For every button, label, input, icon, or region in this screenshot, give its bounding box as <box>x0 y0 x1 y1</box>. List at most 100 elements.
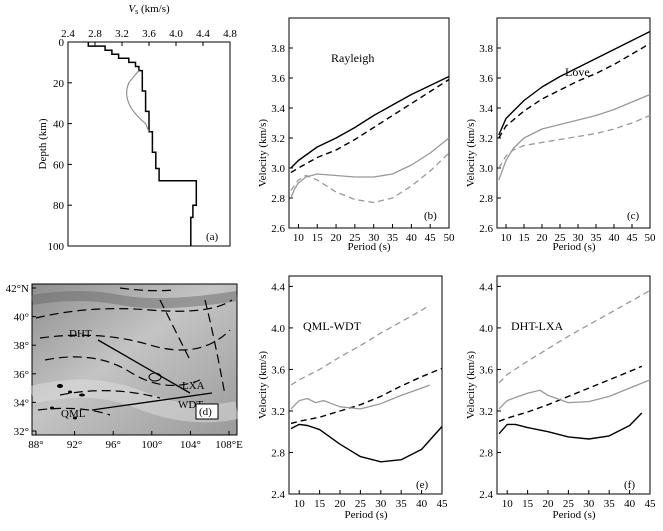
map-terrain-ridge <box>31 291 238 309</box>
panel-e-xtick-label: 25 <box>355 498 367 510</box>
panel-f-ytick-label: 4.0 <box>479 323 493 335</box>
map-lat-tick-label: 40° <box>14 312 29 324</box>
panel-e-xtick-label: 45 <box>437 498 449 510</box>
panel-e-ylabel: Velocity (km/s) <box>257 351 269 419</box>
panel-a-xtick-label: 4.0 <box>169 28 183 40</box>
panel-b-xtick-label: 45 <box>425 232 437 244</box>
panel-f-series-solid-grey <box>498 379 651 410</box>
panel-d-map: DHT LXA WDT QML (d) 42°N40°38°36°34°32°8… <box>6 283 243 451</box>
panel-f-xtick-label: 35 <box>604 498 616 510</box>
panel-e-xtick-label: 15 <box>314 498 326 510</box>
panel-a-ytick-label: 20 <box>53 78 65 90</box>
panel-b-series-dashed-black <box>290 78 450 174</box>
panel-a-xtick-label: 4.4 <box>196 28 210 40</box>
panel-f-xtick-label: 30 <box>583 498 595 510</box>
panel-f-xlabel: Period (s) <box>552 509 595 521</box>
panel-e-series-solid-black <box>290 423 443 463</box>
panel-c-ytick-label: 3.0 <box>479 163 493 175</box>
panel-e-series-solid-grey <box>290 384 431 410</box>
map-lon-tick-label: 92° <box>67 439 82 451</box>
panel-e-xtick-label: 10 <box>294 498 306 510</box>
panel-b-xtick-label: 15 <box>312 232 324 244</box>
panel-c-ytick-label: 3.6 <box>479 73 493 85</box>
panel-f-label: (f) <box>624 479 635 491</box>
map-fault-lines <box>35 287 233 416</box>
panel-c-xtick-label: 50 <box>645 232 657 244</box>
panel-e-xlabel: Period (s) <box>344 509 387 521</box>
panel-e-title: QML-WDT <box>303 319 362 333</box>
panel-c-ytick-label: 2.6 <box>479 223 493 235</box>
map-lon-tick-label: 100° <box>141 439 162 451</box>
panel-c-series-dashed-grey <box>498 114 651 169</box>
panel-f-series-dashed-grey <box>498 289 651 384</box>
panel-e-ytick-label: 3.2 <box>271 406 285 418</box>
map-lat-tick-label: 38° <box>14 340 29 352</box>
panel-b-series-solid-black <box>290 75 450 169</box>
map-lon-tick-label: 104° <box>180 439 201 451</box>
panel-c-love: Love Period (s) Velocity (km/s) 10 15 20 25… <box>465 17 657 253</box>
panel-f-title: DHT-LXA <box>511 319 564 333</box>
map-lat-tick-label: 36° <box>14 369 29 381</box>
panel-a-xlabel: Vs (km/s) <box>128 3 170 16</box>
panel-e-series-dashed-grey <box>290 304 431 386</box>
panel-c-xtick-label: 20 <box>537 232 549 244</box>
panel-f-ytick-label: 3.6 <box>479 364 493 376</box>
panel-a-ytick-label: 60 <box>53 159 65 171</box>
panel-a-xtick-label: 4.8 <box>223 28 237 40</box>
panel-c-xtick-label: 25 <box>555 232 567 244</box>
panel-c-ytick-label: 2.8 <box>479 193 493 205</box>
panel-b-ytick-label: 3.2 <box>271 133 285 145</box>
panel-e-ytick-label: 2.4 <box>271 489 285 501</box>
panel-b-xtick-label: 30 <box>368 232 380 244</box>
panel-f-frame <box>496 275 651 495</box>
map-lat-tick-label: 34° <box>14 397 29 409</box>
map-lakes <box>50 384 85 420</box>
map-lon-tick-label: 96° <box>105 439 120 451</box>
panel-b-ytick-label: 2.6 <box>271 223 285 235</box>
panel-a-ytick-label: 100 <box>48 241 65 253</box>
panel-b-ytick-label: 2.8 <box>271 193 285 205</box>
panel-a-ylabel: Depth (km) <box>37 118 49 169</box>
panel-c-ytick-label: 3.2 <box>479 133 493 145</box>
station-lxa-label: LXA <box>182 380 205 392</box>
panel-c-xtick-label: 40 <box>609 232 621 244</box>
panel-b-ylabel: Velocity (km/s) <box>257 119 269 187</box>
panel-e-xtick-label: 40 <box>416 498 428 510</box>
panel-c-xtick-label: 35 <box>591 232 603 244</box>
panel-c-series-solid-black <box>498 30 651 136</box>
panel-f-ytick-label: 4.4 <box>479 281 493 293</box>
panel-b-xtick-label: 35 <box>387 232 399 244</box>
panel-b-rayleigh: Rayleigh Period (s) Velocity (km/s) 10 15… <box>257 17 455 253</box>
panel-f-xtick-label: 45 <box>645 498 657 510</box>
panel-e-label: (e) <box>416 479 429 491</box>
panel-b-ytick-label: 3.8 <box>271 43 285 55</box>
panel-c-xtick-label: 45 <box>627 232 639 244</box>
panel-e-xtick-label: 30 <box>375 498 387 510</box>
panel-b-xlabel: Period (s) <box>347 241 390 253</box>
panel-b-ytick-label: 3.0 <box>271 163 285 175</box>
panel-f-xtick-label: 10 <box>502 498 514 510</box>
panel-a-xtick-label: 2.4 <box>61 28 75 40</box>
panel-e-ytick-label: 3.6 <box>271 364 285 376</box>
panel-c-xtick-label: 15 <box>519 232 531 244</box>
panel-f-ytick-label: 2.4 <box>479 489 493 501</box>
panel-e-frame <box>288 275 443 495</box>
panel-f-ytick-label: 2.8 <box>479 447 493 459</box>
panel-b-xtick-label: 20 <box>331 232 343 244</box>
panel-a-ytick-label: 0 <box>59 37 65 49</box>
panel-c-ytick-label: 3.4 <box>479 103 493 115</box>
panel-e-ytick-label: 4.4 <box>271 281 285 293</box>
panel-b-series-dashed-grey <box>290 152 450 204</box>
panel-c-ylabel: Velocity (km/s) <box>465 119 477 187</box>
panel-b-frame <box>288 17 450 229</box>
panel-e-ytick-label: 4.0 <box>271 323 285 335</box>
station-dht-label: DHT <box>69 328 92 340</box>
panel-f-ylabel: Velocity (km/s) <box>465 351 477 419</box>
panel-b-xtick-label: 10 <box>293 232 305 244</box>
panel-c-series-dashed-black <box>498 42 651 139</box>
panel-a-velocity-depth: Vs (km/s) Depth (km) 2.4 2.8 3.2 3.6 4.0 4.4 4… <box>37 3 237 253</box>
panel-c-ytick-label: 3.8 <box>479 43 493 55</box>
panel-b-ytick-label: 3.4 <box>271 103 285 115</box>
panel-c-xtick-label: 10 <box>501 232 513 244</box>
